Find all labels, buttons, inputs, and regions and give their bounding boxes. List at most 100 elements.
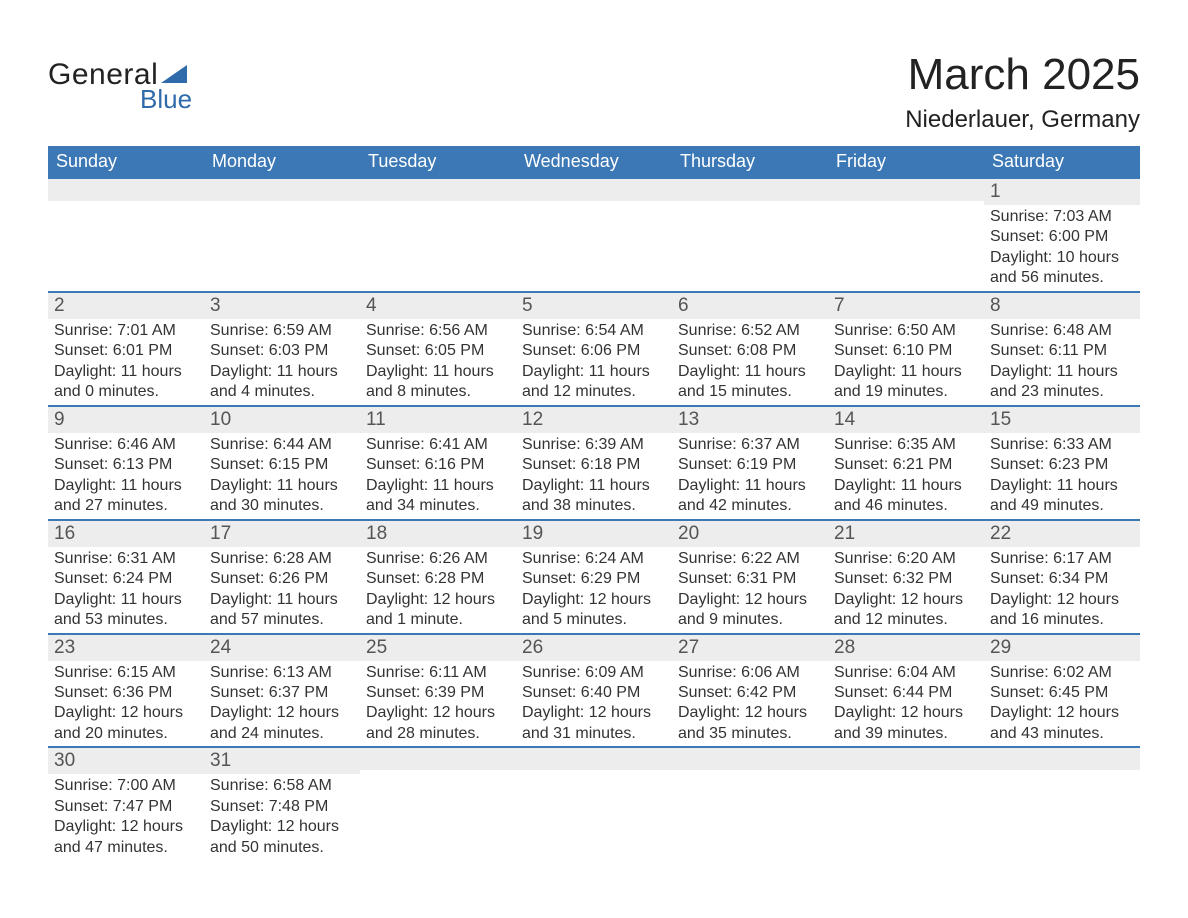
day-number-row: 3 [204, 291, 360, 319]
calendar-cell [360, 177, 516, 291]
empty-day-bar [984, 746, 1140, 770]
day-sunrise: Sunrise: 6:33 AM [990, 435, 1134, 455]
day-daylight2: and 39 minutes. [834, 724, 978, 744]
day-sunset: Sunset: 6:37 PM [210, 683, 354, 703]
day-number-row: 4 [360, 291, 516, 319]
day-sunrise: Sunrise: 6:41 AM [366, 435, 510, 455]
calendar-cell: 3Sunrise: 6:59 AMSunset: 6:03 PMDaylight… [204, 291, 360, 405]
day-sunrise: Sunrise: 7:01 AM [54, 321, 198, 341]
day-sunset: Sunset: 6:26 PM [210, 569, 354, 589]
day-number-row: 1 [984, 177, 1140, 205]
day-sunset: Sunset: 6:34 PM [990, 569, 1134, 589]
day-info: Sunrise: 6:24 AMSunset: 6:29 PMDaylight:… [516, 547, 672, 633]
day-sunrise: Sunrise: 6:15 AM [54, 663, 198, 683]
day-daylight2: and 12 minutes. [522, 382, 666, 402]
day-sunrise: Sunrise: 6:04 AM [834, 663, 978, 683]
month-title: March 2025 [905, 50, 1140, 100]
calendar-cell [828, 746, 984, 860]
day-daylight2: and 57 minutes. [210, 610, 354, 630]
day-sunrise: Sunrise: 6:58 AM [210, 776, 354, 796]
day-sunrise: Sunrise: 6:56 AM [366, 321, 510, 341]
day-daylight1: Daylight: 10 hours [990, 248, 1134, 268]
day-info: Sunrise: 6:13 AMSunset: 6:37 PMDaylight:… [204, 661, 360, 747]
day-number-row: 21 [828, 519, 984, 547]
day-daylight2: and 31 minutes. [522, 724, 666, 744]
day-daylight2: and 46 minutes. [834, 496, 978, 516]
day-number-row: 9 [48, 405, 204, 433]
calendar-cell [204, 177, 360, 291]
day-info: Sunrise: 6:28 AMSunset: 6:26 PMDaylight:… [204, 547, 360, 633]
day-sunrise: Sunrise: 6:11 AM [366, 663, 510, 683]
calendar-cell [672, 746, 828, 860]
day-info: Sunrise: 7:00 AMSunset: 7:47 PMDaylight:… [48, 774, 204, 860]
day-daylight1: Daylight: 11 hours [990, 362, 1134, 382]
calendar-cell: 22Sunrise: 6:17 AMSunset: 6:34 PMDayligh… [984, 519, 1140, 633]
calendar-cell: 17Sunrise: 6:28 AMSunset: 6:26 PMDayligh… [204, 519, 360, 633]
calendar-cell: 14Sunrise: 6:35 AMSunset: 6:21 PMDayligh… [828, 405, 984, 519]
day-number-row: 29 [984, 633, 1140, 661]
day-daylight1: Daylight: 11 hours [210, 362, 354, 382]
day-info: Sunrise: 6:54 AMSunset: 6:06 PMDaylight:… [516, 319, 672, 405]
day-sunrise: Sunrise: 6:26 AM [366, 549, 510, 569]
logo-triangle-icon [161, 65, 187, 83]
empty-day-bar [360, 177, 516, 201]
day-info: Sunrise: 6:58 AMSunset: 7:48 PMDaylight:… [204, 774, 360, 860]
day-info: Sunrise: 6:11 AMSunset: 6:39 PMDaylight:… [360, 661, 516, 747]
day-sunset: Sunset: 6:16 PM [366, 455, 510, 475]
day-daylight1: Daylight: 11 hours [522, 476, 666, 496]
day-number: 21 [834, 523, 855, 544]
day-number: 13 [678, 409, 699, 430]
day-info: Sunrise: 6:17 AMSunset: 6:34 PMDaylight:… [984, 547, 1140, 633]
day-daylight2: and 0 minutes. [54, 382, 198, 402]
day-info: Sunrise: 6:39 AMSunset: 6:18 PMDaylight:… [516, 433, 672, 519]
day-number-row: 13 [672, 405, 828, 433]
day-sunset: Sunset: 6:01 PM [54, 341, 198, 361]
day-number-row: 11 [360, 405, 516, 433]
calendar-cell: 6Sunrise: 6:52 AMSunset: 6:08 PMDaylight… [672, 291, 828, 405]
day-sunrise: Sunrise: 6:09 AM [522, 663, 666, 683]
day-sunset: Sunset: 6:06 PM [522, 341, 666, 361]
day-info: Sunrise: 6:50 AMSunset: 6:10 PMDaylight:… [828, 319, 984, 405]
day-daylight2: and 28 minutes. [366, 724, 510, 744]
day-sunset: Sunset: 6:36 PM [54, 683, 198, 703]
day-sunset: Sunset: 6:21 PM [834, 455, 978, 475]
calendar-cell [828, 177, 984, 291]
day-number-row: 17 [204, 519, 360, 547]
day-sunrise: Sunrise: 6:02 AM [990, 663, 1134, 683]
day-number: 4 [366, 295, 377, 316]
day-daylight1: Daylight: 12 hours [522, 590, 666, 610]
calendar-cell: 20Sunrise: 6:22 AMSunset: 6:31 PMDayligh… [672, 519, 828, 633]
day-info: Sunrise: 6:26 AMSunset: 6:28 PMDaylight:… [360, 547, 516, 633]
day-sunrise: Sunrise: 6:37 AM [678, 435, 822, 455]
day-sunset: Sunset: 6:19 PM [678, 455, 822, 475]
day-number-row: 23 [48, 633, 204, 661]
day-daylight2: and 35 minutes. [678, 724, 822, 744]
day-info: Sunrise: 6:06 AMSunset: 6:42 PMDaylight:… [672, 661, 828, 747]
day-daylight1: Daylight: 12 hours [834, 703, 978, 723]
weekday-header: Saturday [984, 146, 1140, 177]
logo: General Blue [48, 58, 192, 115]
day-sunset: Sunset: 6:08 PM [678, 341, 822, 361]
empty-day-bar [828, 177, 984, 201]
weekday-header: Thursday [672, 146, 828, 177]
day-sunset: Sunset: 6:29 PM [522, 569, 666, 589]
calendar-cell: 18Sunrise: 6:26 AMSunset: 6:28 PMDayligh… [360, 519, 516, 633]
calendar-week-row: 23Sunrise: 6:15 AMSunset: 6:36 PM Dayligh… [48, 633, 1140, 747]
day-info: Sunrise: 6:37 AMSunset: 6:19 PMDaylight:… [672, 433, 828, 519]
day-number: 6 [678, 295, 689, 316]
day-number: 1 [990, 181, 1001, 202]
day-info: Sunrise: 7:01 AMSunset: 6:01 PMDaylight:… [48, 319, 204, 405]
day-daylight1: Daylight: 11 hours [54, 476, 198, 496]
day-sunrise: Sunrise: 6:06 AM [678, 663, 822, 683]
day-sunrise: Sunrise: 6:20 AM [834, 549, 978, 569]
day-daylight2: and 50 minutes. [210, 838, 354, 858]
day-sunrise: Sunrise: 7:00 AM [54, 776, 198, 796]
day-sunrise: Sunrise: 6:54 AM [522, 321, 666, 341]
day-number-row: 19 [516, 519, 672, 547]
day-info: Sunrise: 6:44 AMSunset: 6:15 PMDaylight:… [204, 433, 360, 519]
day-daylight1: Daylight: 11 hours [834, 476, 978, 496]
day-info: Sunrise: 6:41 AMSunset: 6:16 PMDaylight:… [360, 433, 516, 519]
day-sunrise: Sunrise: 6:31 AM [54, 549, 198, 569]
calendar-cell [672, 177, 828, 291]
day-number: 15 [990, 409, 1011, 430]
